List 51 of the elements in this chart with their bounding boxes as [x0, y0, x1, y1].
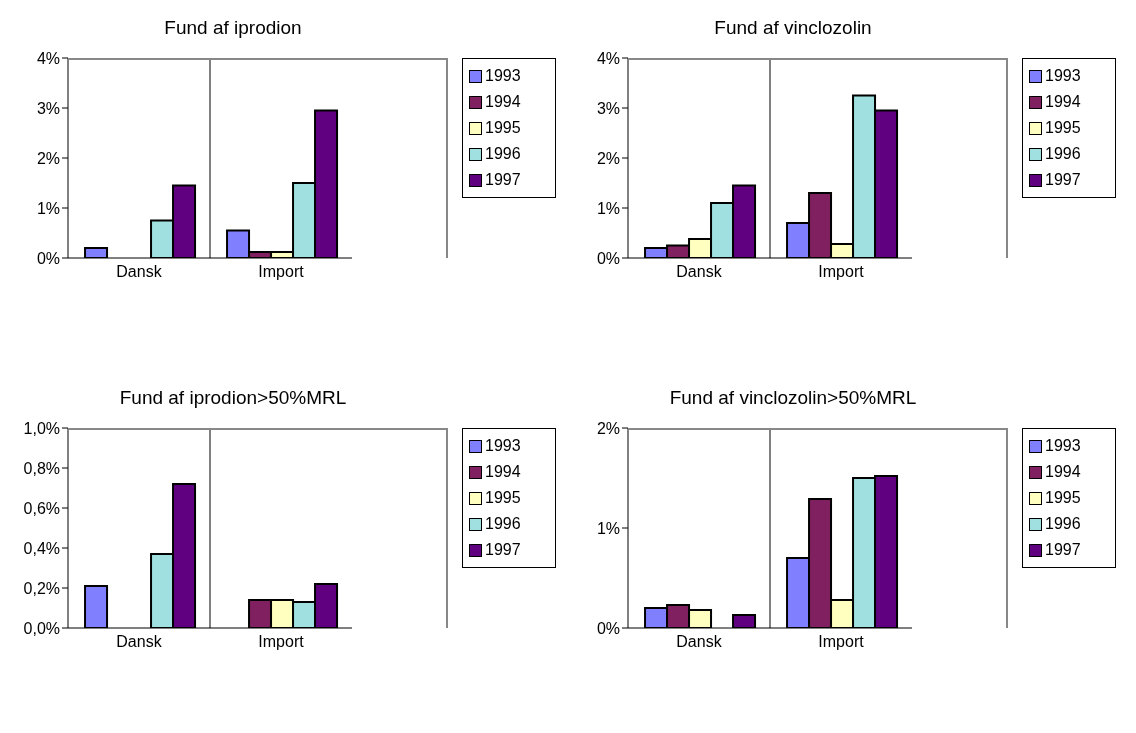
x-tick-label: Import	[818, 263, 865, 281]
legend-label: 1996	[1045, 144, 1081, 164]
y-tick-label: 4%	[36, 49, 60, 67]
chart-title: Fund af vinclozolin	[713, 16, 873, 40]
y-tick-label: 0,0%	[23, 619, 60, 637]
y-tick-label: 1,0%	[23, 419, 60, 437]
y-tick-label: 2%	[36, 149, 60, 167]
y-tick-label: 2%	[596, 419, 620, 437]
y-tick-label: 0,2%	[23, 579, 60, 597]
chart-title: Fund af vinclozolin>50%MRL	[668, 386, 918, 410]
x-tick-label: Dansk	[676, 633, 723, 651]
legend-label: 1996	[1045, 514, 1081, 534]
x-tick-label: Dansk	[116, 633, 163, 651]
y-tick-label: 3%	[36, 99, 60, 117]
x-tick-label: Import	[258, 633, 305, 651]
legend-label: 1993	[1045, 66, 1081, 86]
legend-label: 1996	[485, 144, 521, 164]
legend-label: 1997	[1045, 540, 1081, 560]
x-tick-label: Import	[818, 633, 865, 651]
legend-label: 1995	[485, 118, 521, 138]
y-tick-label: 3%	[596, 99, 620, 117]
legend-label: 1993	[1045, 436, 1081, 456]
y-tick-label: 0,6%	[23, 499, 60, 517]
chart-title: Fund af iprodion>50%MRL	[118, 386, 348, 410]
x-tick-label: Import	[258, 263, 305, 281]
x-tick-label: Dansk	[676, 263, 723, 281]
y-tick-label: 4%	[596, 49, 620, 67]
y-tick-label: 0%	[596, 249, 620, 267]
legend-label: 1996	[485, 514, 521, 534]
chart-title: Fund af iprodion	[163, 16, 303, 40]
y-tick-label: 0%	[596, 619, 620, 637]
y-tick-label: 1%	[596, 199, 620, 217]
legend-label: 1994	[1045, 92, 1081, 112]
y-tick-label: 1%	[36, 199, 60, 217]
legend-label: 1995	[1045, 488, 1081, 508]
y-tick-label: 1%	[596, 519, 620, 537]
legend-label: 1995	[485, 488, 521, 508]
y-tick-label: 0,4%	[23, 539, 60, 557]
legend-label: 1997	[485, 540, 521, 560]
legend-label: 1997	[1045, 170, 1081, 190]
legend-label: 1997	[485, 170, 521, 190]
legend-label: 1995	[1045, 118, 1081, 138]
y-tick-label: 0,8%	[23, 459, 60, 477]
legend-label: 1994	[485, 462, 521, 482]
legend-label: 1994	[1045, 462, 1081, 482]
legend-label: 1993	[485, 66, 521, 86]
y-tick-label: 2%	[596, 149, 620, 167]
y-tick-label: 0%	[36, 249, 60, 267]
x-tick-label: Dansk	[116, 263, 163, 281]
legend-label: 1993	[485, 436, 521, 456]
legend-label: 1994	[485, 92, 521, 112]
